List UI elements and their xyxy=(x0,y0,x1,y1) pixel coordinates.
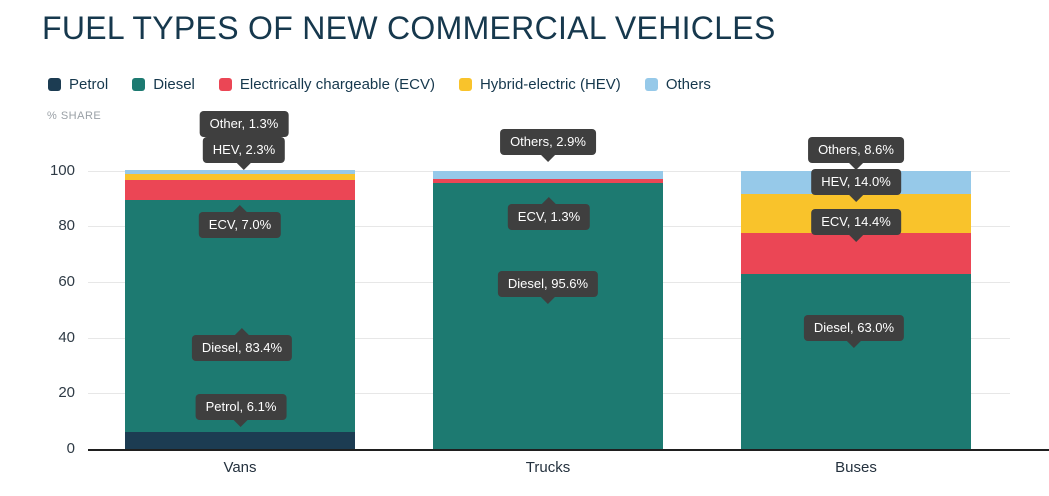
data-label-tooltip-diesel: Diesel, 95.6% xyxy=(497,271,599,304)
bar-segment-vans-petrol[interactable] xyxy=(125,432,355,449)
x-tick-label-trucks: Trucks xyxy=(525,459,571,476)
legend-item-label: Diesel xyxy=(153,76,195,93)
bar-segment-trucks-others[interactable] xyxy=(433,171,663,180)
legend-item-label: Others xyxy=(665,76,711,93)
data-label-tooltip-ecv: ECV, 1.3% xyxy=(507,197,591,230)
tooltip-arrow-down-icon xyxy=(849,195,863,202)
data-label-tooltip-others: Others, 2.9% xyxy=(500,129,596,162)
y-tick-label-100: 100 xyxy=(49,161,75,179)
data-label-tooltip-petrol: Petrol, 6.1% xyxy=(195,394,287,427)
bar-segment-vans-hybrid-electric-hev[interactable] xyxy=(125,173,355,181)
y-tick-label-0: 0 xyxy=(66,440,75,457)
legend-swatch-icon xyxy=(218,78,232,91)
legend-item-others[interactable]: Others xyxy=(644,76,711,93)
tooltip-arrow-down-icon xyxy=(849,163,863,170)
tooltip-arrow-down-icon xyxy=(233,420,248,427)
data-label-tooltip-diesel: Diesel, 83.4% xyxy=(191,328,293,361)
y-axis-title: % SHARE xyxy=(47,110,102,122)
legend-swatch-icon xyxy=(458,78,472,91)
y-tick-label-80: 80 xyxy=(58,217,75,235)
tooltip-arrow-down-icon xyxy=(237,163,251,170)
x-tick-label-buses: Buses xyxy=(835,459,877,476)
legend-item-hybrid-electric-hev[interactable]: Hybrid-electric (HEV) xyxy=(458,76,621,93)
data-label-tooltip-ecv: ECV, 7.0% xyxy=(198,205,282,238)
tooltip-arrow-down-icon xyxy=(849,235,863,242)
bar-segment-vans-electrically-chargeable-ecv[interactable] xyxy=(125,180,355,200)
legend-item-electrically-chargeable-ecv[interactable]: Electrically chargeable (ECV) xyxy=(218,76,435,93)
y-tick-label-20: 20 xyxy=(58,384,75,402)
legend-swatch-icon xyxy=(644,78,658,91)
legend-item-label: Electrically chargeable (ECV) xyxy=(239,76,435,93)
bar-segment-vans-diesel[interactable] xyxy=(125,199,355,432)
chart-title: FUEL TYPES OF NEW COMMERCIAL VEHICLES xyxy=(42,10,776,46)
data-label-tooltip-hev: HEV, 14.0% xyxy=(811,169,901,202)
legend-swatch-icon xyxy=(48,78,61,91)
data-label-tooltip-hev: HEV, 2.3% xyxy=(202,137,286,170)
tooltip-arrow-up-icon xyxy=(235,328,249,335)
tooltip-arrow-up-icon xyxy=(233,205,247,212)
tooltip-arrow-down-icon xyxy=(541,297,555,304)
bar-segment-trucks-electrically-chargeable-ecv[interactable] xyxy=(433,179,663,183)
data-label-tooltip-other: Other, 1.3% xyxy=(199,111,289,137)
tooltip-arrow-down-icon xyxy=(541,155,555,162)
legend-item-petrol[interactable]: Petrol xyxy=(48,76,108,93)
tooltip-arrow-up-icon xyxy=(542,197,556,204)
legend-item-label: Hybrid-electric (HEV) xyxy=(479,76,621,93)
x-tick-label-vans: Vans xyxy=(223,459,257,476)
legend: Petrol Diesel Electrically chargeable (ECV… xyxy=(48,76,711,93)
y-tick-label-40: 40 xyxy=(58,328,75,346)
legend-swatch-icon xyxy=(132,78,146,91)
bar-segment-buses-diesel[interactable] xyxy=(741,273,971,449)
data-label-tooltip-diesel: Diesel, 63.0% xyxy=(803,315,905,348)
x-axis-line xyxy=(88,449,1049,451)
legend-item-diesel[interactable]: Diesel xyxy=(132,76,195,93)
y-tick-label-60: 60 xyxy=(58,272,75,290)
tooltip-arrow-down-icon xyxy=(847,341,861,348)
data-label-tooltip-others: Others, 8.6% xyxy=(808,137,904,170)
bar-segment-vans-others[interactable] xyxy=(125,170,355,174)
legend-item-label: Petrol xyxy=(69,76,109,93)
data-label-tooltip-ecv: ECV, 14.4% xyxy=(811,209,901,242)
